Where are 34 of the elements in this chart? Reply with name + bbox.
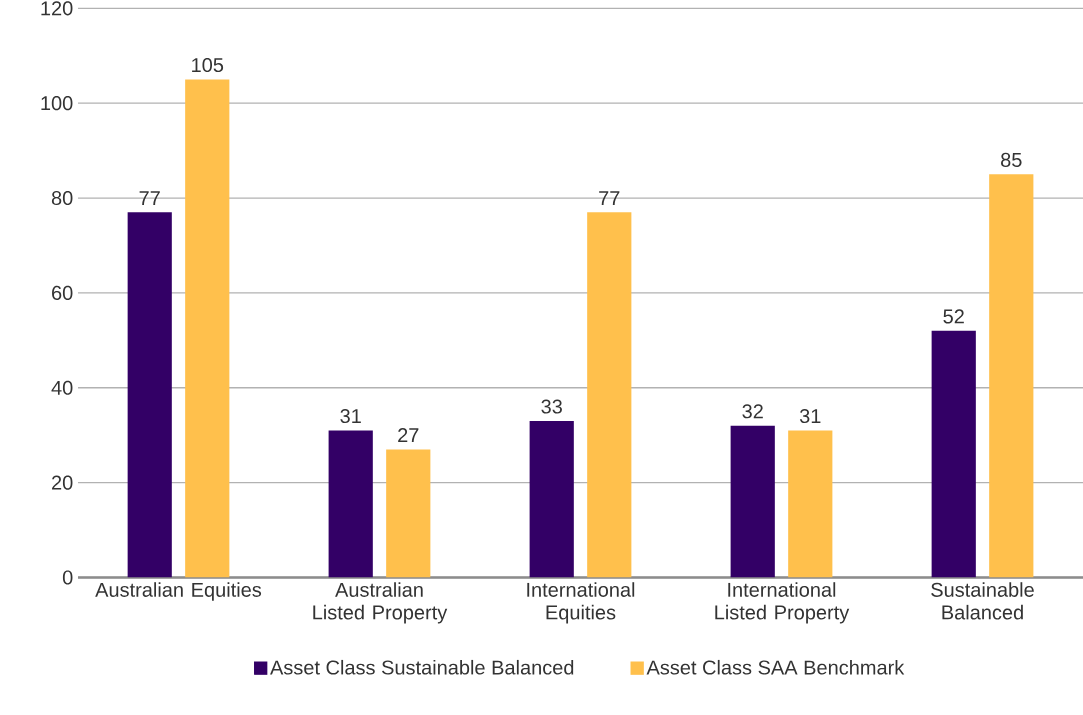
bar [730,425,775,578]
bar [127,212,172,578]
x-tick-label: Sustainable Balanced [931,582,1034,620]
data-label: 33 [541,399,562,414]
legend-label: Asset Class SAA Benchmark [646,660,905,675]
y-tick-label: 60 [52,285,73,301]
data-label: 77 [599,191,620,206]
data-label: 31 [799,409,821,424]
y-tick-label: 100 [41,96,73,111]
x-tick-label: International Equities [527,582,635,624]
data-label: 31 [340,409,361,424]
bar [587,212,632,578]
x-tick-label: International Listed Property [715,582,850,624]
data-label: 32 [742,404,763,419]
data-label: 52 [943,309,964,324]
y-tick-label: 80 [51,191,73,206]
bar [931,330,976,578]
x-tick-label: Australian Equities [95,582,262,601]
bar [328,430,373,578]
data-label: 27 [398,428,419,443]
y-tick-label: 120 [41,1,73,16]
bar [529,421,574,578]
bar [185,79,230,578]
data-label: 77 [139,191,160,206]
y-tick-label: 20 [52,475,73,490]
data-label: 85 [1001,152,1022,168]
y-tick-label: 40 [51,380,73,395]
x-tick-label: Australian Listed Property [313,582,448,624]
bar [989,174,1034,578]
bar [386,449,431,578]
legend-label: Asset Class Sustainable Balanced [270,660,574,675]
bar [788,430,833,578]
data-label: 105 [192,58,224,73]
y-tick-label: 0 [62,570,73,585]
